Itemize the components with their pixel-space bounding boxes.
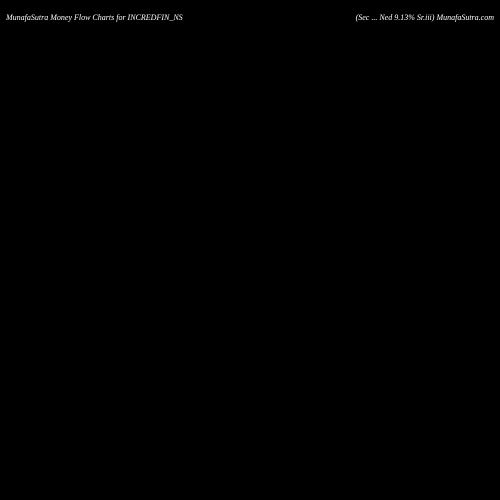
chart-subtitle: (Sec ... Ned 9.13% Sr.iii) MunafaSutra.c… xyxy=(356,13,495,22)
chart-title: MunafaSutra Money Flow Charts for INCRED… xyxy=(5,13,183,22)
